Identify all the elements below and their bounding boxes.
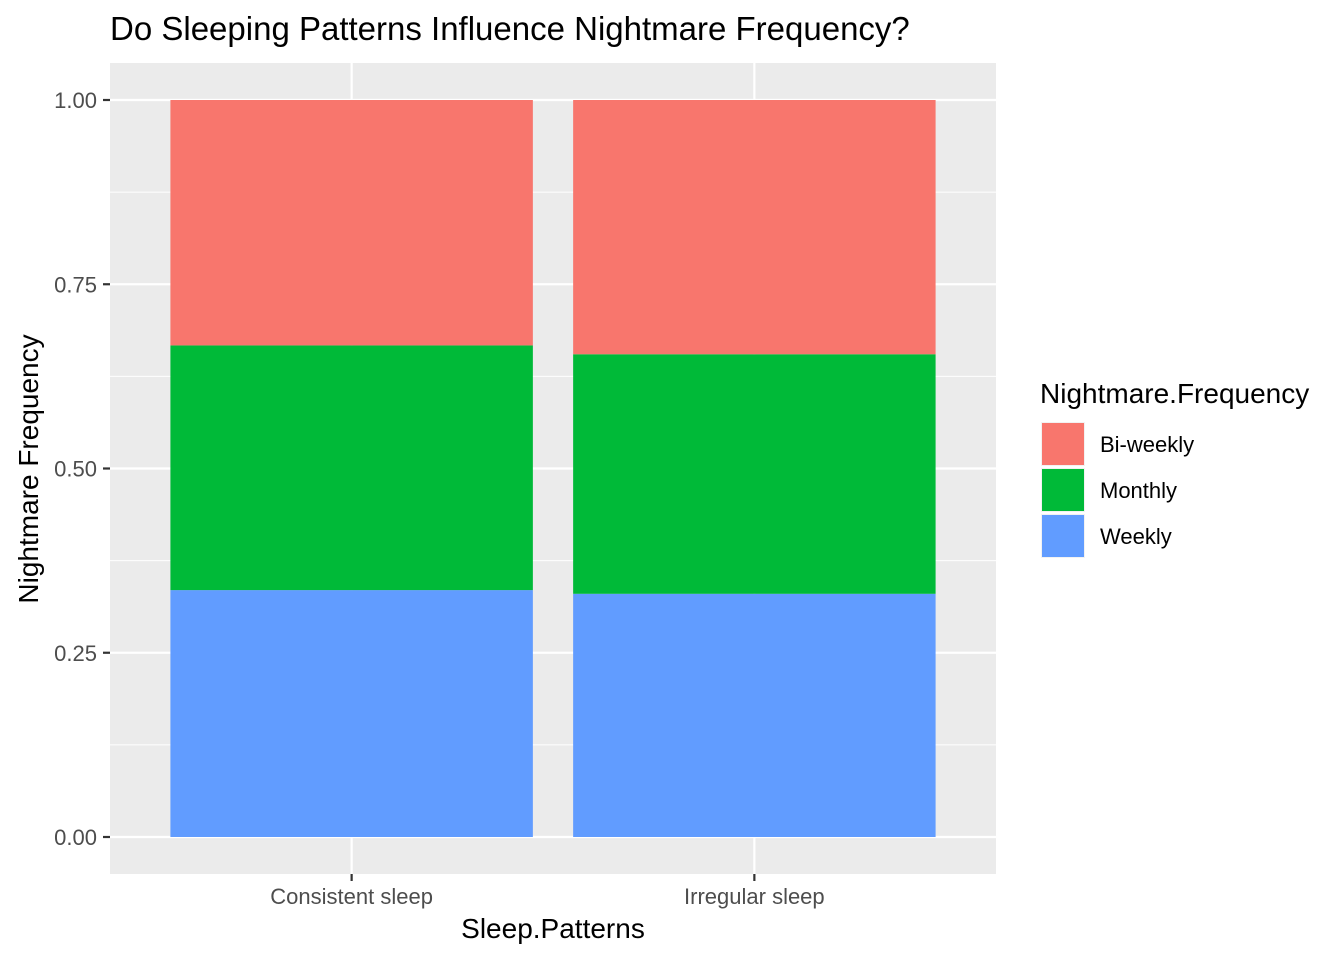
- bar-segment-bi-weekly: [170, 100, 533, 346]
- legend-label-weekly: Weekly: [1100, 524, 1172, 549]
- bar-segment-weekly: [573, 593, 936, 837]
- bar-segment-bi-weekly: [573, 100, 936, 355]
- y-axis-title: Nightmare Frequency: [13, 334, 44, 603]
- chart-title: Do Sleeping Patterns Influence Nightmare…: [110, 10, 910, 47]
- legend: Nightmare.Frequency Bi-weekly Monthly Week…: [1040, 378, 1309, 558]
- legend-label-bi-weekly: Bi-weekly: [1100, 432, 1194, 457]
- bar-segment-monthly: [170, 345, 533, 591]
- bars: [170, 100, 936, 837]
- y-tick-label: 1.00: [54, 88, 97, 113]
- axes: 0.00 0.25 0.50 0.75 1.00 Consistent sleep Irre…: [54, 88, 825, 909]
- legend-title: Nightmare.Frequency: [1040, 378, 1309, 409]
- bar-segment-monthly: [573, 354, 936, 594]
- x-tick-label: Consistent sleep: [270, 884, 433, 909]
- y-tick-label: 0.50: [54, 457, 97, 482]
- legend-swatch-weekly: [1042, 515, 1084, 557]
- x-tick-label: Irregular sleep: [684, 884, 825, 909]
- x-axis-title: Sleep.Patterns: [461, 913, 645, 944]
- legend-swatch-monthly: [1042, 469, 1084, 511]
- y-tick-label: 0.25: [54, 641, 97, 666]
- legend-swatch-bi-weekly: [1042, 423, 1084, 465]
- bar-segment-weekly: [170, 590, 533, 837]
- y-tick-label: 0.00: [54, 825, 97, 850]
- legend-label-monthly: Monthly: [1100, 478, 1177, 503]
- y-tick-label: 0.75: [54, 272, 97, 297]
